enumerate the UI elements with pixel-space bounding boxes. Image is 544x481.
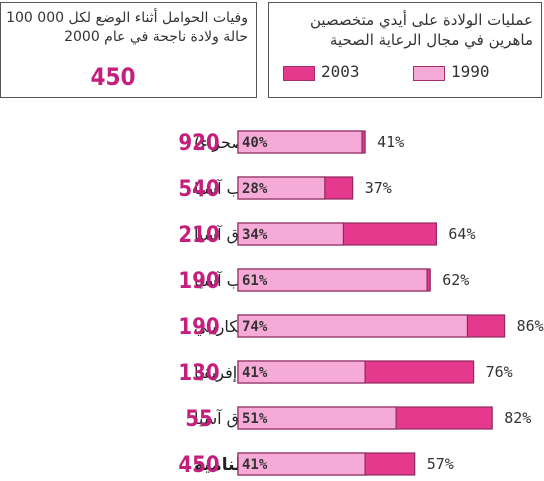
bar-1990 [237,314,468,338]
bar-1990 [237,360,366,384]
deaths-title-line2: حالة ولادة ناجحة في عام 2000 [64,29,248,45]
maternal-deaths-value: 190 [178,269,219,294]
maternal-deaths-value: 450 [178,453,219,478]
data-label-1990: 40% [242,135,268,151]
data-label-1990: 34% [242,227,268,243]
data-label-2003: 37% [365,179,392,197]
data-label-2003: 57% [427,455,454,473]
data-label-1990: 61% [242,273,268,289]
maternal-deaths-value: 920 [178,131,219,156]
maternal-deaths-value: 130 [178,361,219,386]
maternal-deaths-value: 210 [178,223,219,248]
legend-swatch-2003 [283,66,315,81]
data-label-2003: 41% [377,133,404,151]
deaths-total-value: 450 [90,63,136,91]
legend-label-1990: 1990 [451,62,490,81]
data-label-1990: 41% [242,365,268,381]
bar-1990 [237,222,345,246]
data-label-1990: 41% [242,457,268,473]
data-label-1990: 74% [242,319,268,335]
legend-title-line2: ماهرين في مجال الرعاية الصحية [329,31,533,49]
data-label-1990: 51% [242,411,268,427]
bar-1990 [237,406,397,430]
legend-item-2003: 2003 [283,61,413,85]
legend-swatch-1990 [413,66,445,81]
maternal-deaths-value: 55 [185,407,213,432]
data-label-2003: 86% [517,317,544,335]
data-label-2003: 62% [442,271,469,289]
bar-1990 [237,176,326,200]
legend-item-1990: 1990 [413,61,533,85]
maternal-deaths-box: وفيات الحوامل أثناء الوضع لكل 000 100 حا… [0,2,257,98]
data-label-2003: 82% [504,409,531,427]
legend-box: عمليات الولادة على أيدي متخصصين ماهرين ف… [268,2,542,98]
bar-1990 [237,452,366,476]
data-label-2003: 76% [486,363,513,381]
maternal-deaths-value: 540 [178,177,219,202]
maternal-deaths-value: 190 [178,315,219,340]
deaths-title-line1: وفيات الحوامل أثناء الوضع لكل 000 100 [6,10,248,26]
data-label-1990: 28% [242,181,268,197]
bar-1990 [237,268,428,292]
data-label-2003: 64% [448,225,475,243]
legend-items: 2003 1990 [283,61,527,85]
bar-1990 [237,130,363,154]
legend-title-line1: عمليات الولادة على أيدي متخصصين [309,11,533,29]
legend-label-2003: 2003 [321,62,360,81]
